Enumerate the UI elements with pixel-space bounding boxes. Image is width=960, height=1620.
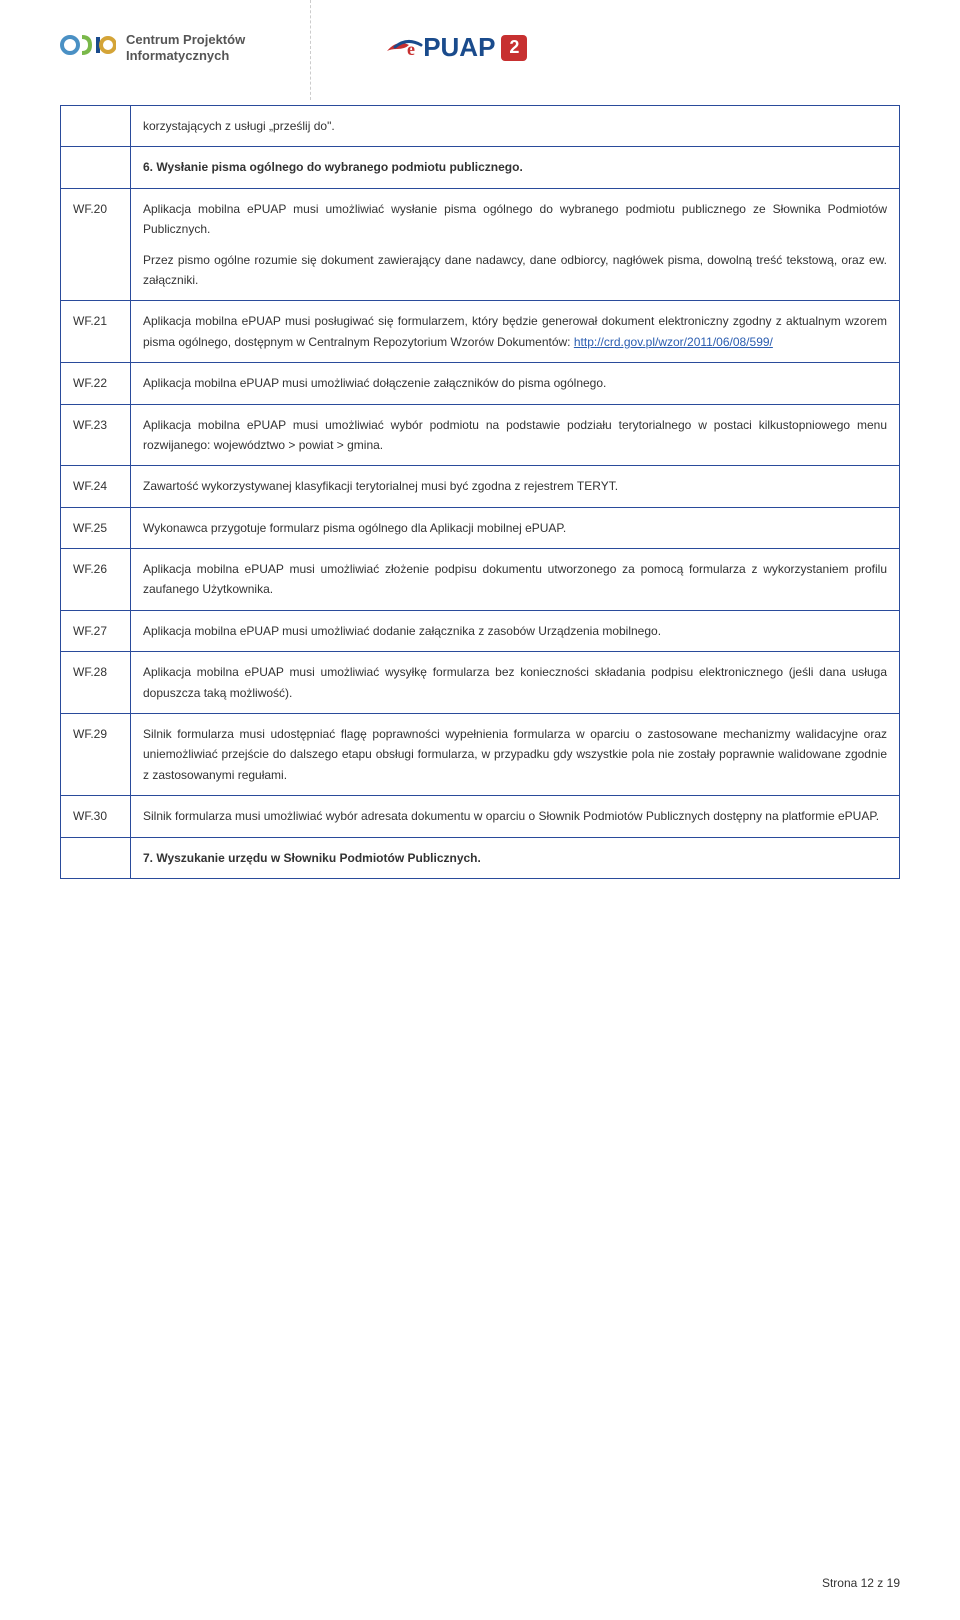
table-row: WF.25 Wykonawca przygotuje formularz pism… bbox=[61, 507, 900, 548]
cpi-logo-text: Centrum ProjektówInformatycznych bbox=[126, 32, 245, 63]
table-row: WF.20 Aplikacja mobilna ePUAP musi umożli… bbox=[61, 188, 900, 301]
table-row: WF.23 Aplikacja mobilna ePUAP musi umożli… bbox=[61, 404, 900, 466]
epuap-logo: e PUAP 2 bbox=[385, 31, 527, 64]
row-content: Silnik formularza musi udostępniać flagę… bbox=[131, 714, 900, 796]
paragraph: Przez pismo ogólne rozumie się dokument … bbox=[143, 250, 887, 291]
table-row: WF.30 Silnik formularza musi umożliwiać w… bbox=[61, 796, 900, 837]
paragraph: Aplikacja mobilna ePUAP musi umożliwiać … bbox=[143, 199, 887, 240]
requirements-table: korzystających z usługi „prześlij do".6.… bbox=[60, 105, 900, 879]
row-id: WF.20 bbox=[61, 188, 131, 301]
row-content: Aplikacja mobilna ePUAP musi posługiwać … bbox=[131, 301, 900, 363]
row-content: Aplikacja mobilna ePUAP musi umożliwiać … bbox=[131, 404, 900, 466]
table-row: WF.27 Aplikacja mobilna ePUAP musi umożli… bbox=[61, 610, 900, 651]
row-content: korzystających z usługi „prześlij do". bbox=[131, 106, 900, 147]
table-row: WF.24 Zawartość wykorzystywanej klasyfika… bbox=[61, 466, 900, 507]
row-content: Aplikacja mobilna ePUAP musi umożliwiać … bbox=[131, 188, 900, 301]
table-row: WF.21 Aplikacja mobilna ePUAP musi posług… bbox=[61, 301, 900, 363]
epuap-badge: 2 bbox=[501, 35, 527, 61]
header-divider bbox=[310, 0, 311, 100]
row-id: WF.27 bbox=[61, 610, 131, 651]
paragraph: Wykonawca przygotuje formularz pisma ogó… bbox=[143, 518, 887, 538]
row-content: Aplikacja mobilna ePUAP musi umożliwiać … bbox=[131, 363, 900, 404]
table-row: WF.28 Aplikacja mobilna ePUAP musi umożli… bbox=[61, 652, 900, 714]
paragraph: Aplikacja mobilna ePUAP musi umożliwiać … bbox=[143, 415, 887, 456]
row-id: WF.30 bbox=[61, 796, 131, 837]
row-id bbox=[61, 147, 131, 188]
row-id: WF.28 bbox=[61, 652, 131, 714]
row-id: WF.21 bbox=[61, 301, 131, 363]
row-id: WF.29 bbox=[61, 714, 131, 796]
row-content: Aplikacja mobilna ePUAP musi umożliwiać … bbox=[131, 549, 900, 611]
table-row: 7. Wyszukanie urzędu w Słowniku Podmiotó… bbox=[61, 837, 900, 878]
epuap-logo-text: PUAP bbox=[423, 32, 495, 63]
paragraph: Aplikacja mobilna ePUAP musi umożliwiać … bbox=[143, 559, 887, 600]
row-id: WF.24 bbox=[61, 466, 131, 507]
row-content: Aplikacja mobilna ePUAP musi umożliwiać … bbox=[131, 610, 900, 651]
table-row: WF.26 Aplikacja mobilna ePUAP musi umożli… bbox=[61, 549, 900, 611]
svg-text:e: e bbox=[407, 39, 415, 59]
row-id: WF.25 bbox=[61, 507, 131, 548]
paragraph: Silnik formularza musi udostępniać flagę… bbox=[143, 724, 887, 785]
page-header: Centrum ProjektówInformatycznych e PUAP … bbox=[0, 0, 960, 85]
cpi-logo-icon bbox=[60, 30, 116, 65]
paragraph: Aplikacja mobilna ePUAP musi posługiwać … bbox=[143, 311, 887, 352]
paragraph: Aplikacja mobilna ePUAP musi umożliwiać … bbox=[143, 373, 887, 393]
paragraph: Silnik formularza musi umożliwiać wybór … bbox=[143, 806, 887, 826]
row-content: 6. Wysłanie pisma ogólnego do wybranego … bbox=[131, 147, 900, 188]
paragraph: Zawartość wykorzystywanej klasyfikacji t… bbox=[143, 476, 887, 496]
row-content: 7. Wyszukanie urzędu w Słowniku Podmiotó… bbox=[131, 837, 900, 878]
table-row: WF.22 Aplikacja mobilna ePUAP musi umożli… bbox=[61, 363, 900, 404]
row-id: WF.26 bbox=[61, 549, 131, 611]
table-row: WF.29Silnik formularza musi udostępniać … bbox=[61, 714, 900, 796]
row-id: WF.23 bbox=[61, 404, 131, 466]
table-row: 6. Wysłanie pisma ogólnego do wybranego … bbox=[61, 147, 900, 188]
cpi-logo: Centrum ProjektówInformatycznych bbox=[60, 30, 245, 65]
epuap-swoosh-icon: e bbox=[385, 31, 425, 64]
row-content: Wykonawca przygotuje formularz pisma ogó… bbox=[131, 507, 900, 548]
row-content: Silnik formularza musi umożliwiać wybór … bbox=[131, 796, 900, 837]
table-row: korzystających z usługi „prześlij do". bbox=[61, 106, 900, 147]
paragraph: Aplikacja mobilna ePUAP musi umożliwiać … bbox=[143, 662, 887, 703]
row-id bbox=[61, 837, 131, 878]
document-link[interactable]: http://crd.gov.pl/wzor/2011/06/08/599/ bbox=[574, 335, 773, 349]
row-id: WF.22 bbox=[61, 363, 131, 404]
page-footer: Strona 12 z 19 bbox=[822, 1576, 900, 1590]
row-id bbox=[61, 106, 131, 147]
row-content: Aplikacja mobilna ePUAP musi umożliwiać … bbox=[131, 652, 900, 714]
paragraph: Aplikacja mobilna ePUAP musi umożliwiać … bbox=[143, 621, 887, 641]
row-content: Zawartość wykorzystywanej klasyfikacji t… bbox=[131, 466, 900, 507]
